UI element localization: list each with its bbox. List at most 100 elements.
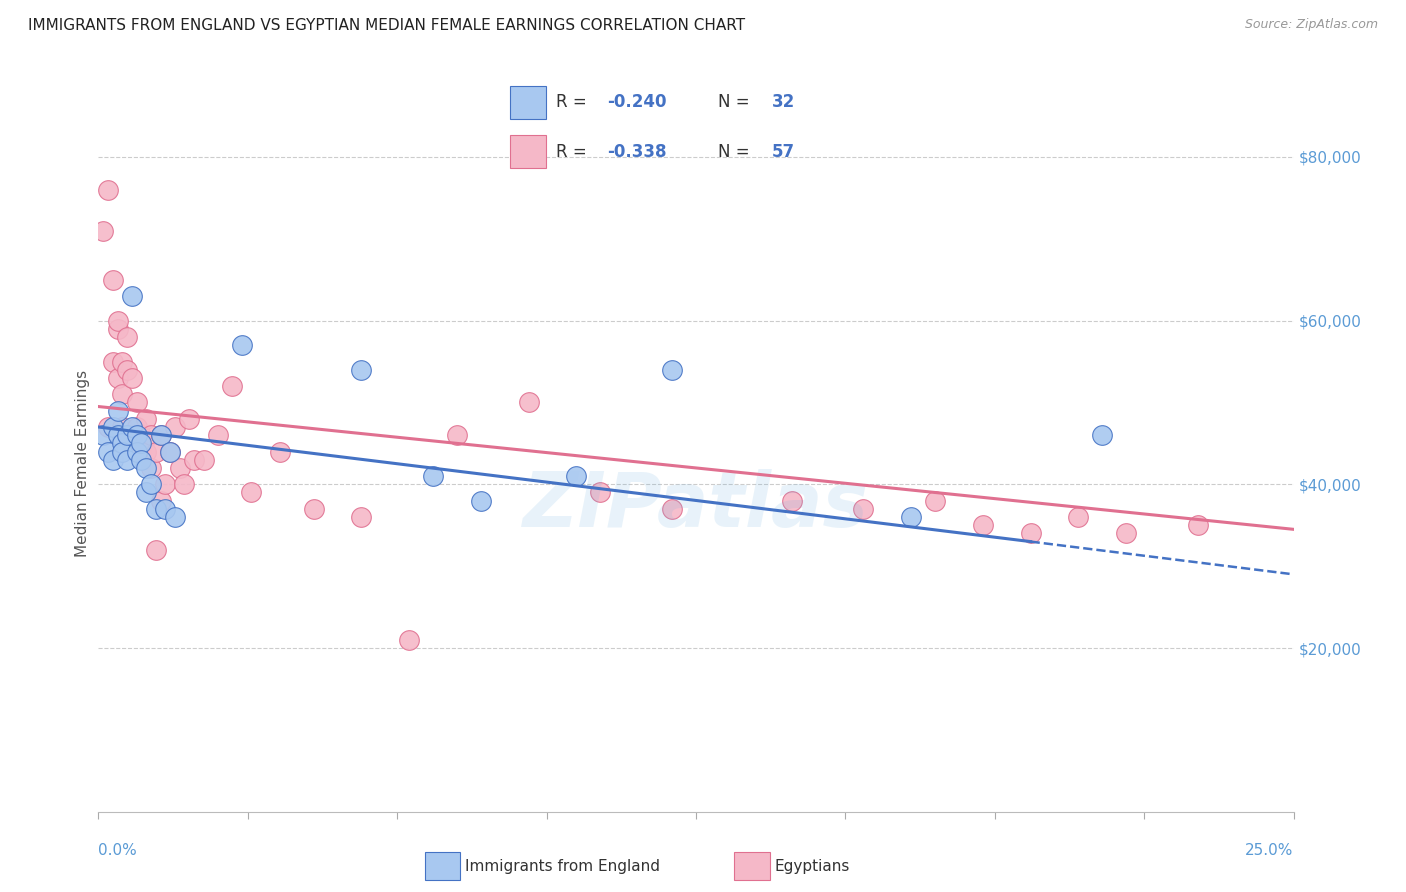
Point	[107, 322, 129, 336]
Point	[163, 510, 186, 524]
Point	[91, 223, 114, 237]
Point	[131, 428, 153, 442]
Point	[207, 428, 229, 442]
Point	[125, 436, 148, 450]
Point	[240, 485, 263, 500]
Text: Egyptians: Egyptians	[775, 859, 849, 873]
Text: Source: ZipAtlas.com: Source: ZipAtlas.com	[1244, 18, 1378, 31]
Point	[101, 452, 124, 467]
Point	[107, 403, 129, 417]
Point	[163, 420, 186, 434]
Text: Immigrants from England: Immigrants from England	[465, 859, 659, 873]
Point	[1019, 526, 1042, 541]
Point	[145, 542, 167, 557]
Point	[565, 469, 588, 483]
Point	[115, 330, 138, 344]
Point	[101, 420, 124, 434]
Text: 32: 32	[772, 94, 794, 112]
Point	[1091, 428, 1114, 442]
Point	[173, 477, 195, 491]
Point	[91, 428, 114, 442]
Bar	[734, 852, 770, 880]
Point	[107, 313, 129, 327]
Point	[1067, 510, 1090, 524]
Bar	[510, 136, 546, 168]
Point	[111, 444, 134, 458]
Point	[183, 452, 205, 467]
Point	[97, 420, 120, 434]
Point	[107, 428, 129, 442]
Point	[422, 469, 444, 483]
Point	[121, 428, 143, 442]
Text: N =: N =	[718, 143, 755, 161]
Point	[780, 493, 803, 508]
Point	[125, 444, 148, 458]
Point	[101, 354, 124, 368]
Text: 57: 57	[772, 143, 794, 161]
Point	[350, 510, 373, 524]
Text: -0.338: -0.338	[607, 143, 666, 161]
Point	[155, 477, 177, 491]
Point	[661, 362, 683, 376]
Point	[589, 485, 612, 500]
Point	[350, 362, 373, 376]
Bar	[425, 852, 461, 880]
Point	[231, 338, 253, 352]
Point	[149, 428, 172, 442]
Point	[900, 510, 922, 524]
Point	[97, 444, 120, 458]
Point	[121, 436, 143, 450]
Point	[115, 428, 138, 442]
Point	[852, 501, 875, 516]
Text: IMMIGRANTS FROM ENGLAND VS EGYPTIAN MEDIAN FEMALE EARNINGS CORRELATION CHART: IMMIGRANTS FROM ENGLAND VS EGYPTIAN MEDI…	[28, 18, 745, 33]
Point	[398, 632, 420, 647]
Point	[107, 371, 129, 385]
Point	[139, 428, 162, 442]
Point	[149, 428, 172, 442]
Point	[269, 444, 291, 458]
Point	[145, 501, 167, 516]
Text: R =: R =	[557, 94, 592, 112]
Point	[131, 452, 153, 467]
Point	[924, 493, 946, 508]
Point	[101, 273, 124, 287]
Point	[125, 420, 148, 434]
Point	[111, 387, 134, 401]
Point	[135, 444, 157, 458]
Point	[1115, 526, 1137, 541]
Point	[139, 477, 162, 491]
Point	[111, 436, 134, 450]
Point	[115, 428, 138, 442]
Point	[517, 395, 540, 409]
Point	[121, 371, 143, 385]
Point	[470, 493, 492, 508]
Point	[221, 379, 243, 393]
Point	[193, 452, 215, 467]
Text: 0.0%: 0.0%	[98, 843, 138, 858]
Point	[111, 354, 134, 368]
Point	[97, 183, 120, 197]
Text: R =: R =	[557, 143, 592, 161]
Point	[169, 461, 191, 475]
Point	[302, 501, 325, 516]
Point	[135, 412, 157, 426]
Point	[1187, 518, 1209, 533]
Point	[131, 444, 153, 458]
Point	[115, 362, 138, 376]
Point	[121, 420, 143, 434]
Point	[159, 444, 181, 458]
Bar	[510, 87, 546, 119]
Text: N =: N =	[718, 94, 755, 112]
Point	[159, 444, 181, 458]
Point	[135, 485, 157, 500]
Text: ZIPatlas: ZIPatlas	[523, 468, 869, 542]
Y-axis label: Median Female Earnings: Median Female Earnings	[75, 370, 90, 558]
Point	[135, 461, 157, 475]
Point	[972, 518, 994, 533]
Point	[125, 395, 148, 409]
Point	[149, 493, 172, 508]
Text: 25.0%: 25.0%	[1246, 843, 1294, 858]
Point	[115, 452, 138, 467]
Point	[179, 412, 201, 426]
Point	[139, 461, 162, 475]
